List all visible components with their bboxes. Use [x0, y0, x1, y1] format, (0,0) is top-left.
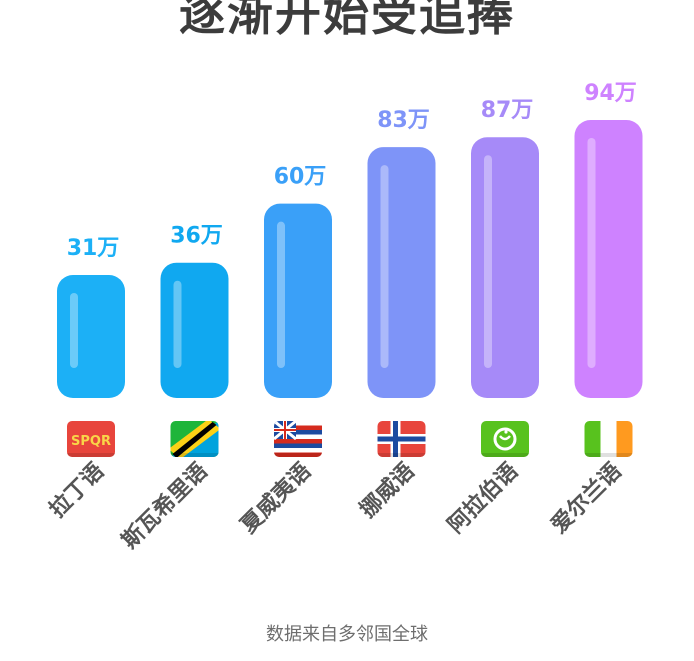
hawaii-flag-icon: [274, 421, 322, 457]
spqr-text: SPQR: [71, 434, 111, 449]
bar-4-value-label: 83万: [377, 108, 430, 133]
bar-5-阿拉伯语-bar: [471, 137, 539, 398]
bar-5-highlight: [484, 155, 492, 368]
bar-2-category-label: 斯瓦希里语: [117, 458, 213, 554]
tanzania-flag-icon: [170, 421, 219, 457]
norway-flag-icon: [377, 421, 426, 457]
bar-2-value-label: 36万: [170, 224, 223, 249]
bar-4-highlight: [380, 165, 389, 368]
bar-2-斯瓦希里语-bar: [160, 262, 229, 398]
bar-1-category-label: 拉丁语: [44, 458, 109, 523]
bar-6-category-label: 爱尔兰语: [546, 458, 627, 539]
bar-3-value-label: 60万: [274, 165, 327, 190]
bar-2-highlight: [173, 280, 182, 368]
source-note: 数据来自多邻国全球: [266, 624, 428, 645]
ireland-flag-icon: [584, 421, 633, 457]
arabic-badge-icon: [481, 421, 529, 457]
bar-6-value-label: 94万: [584, 81, 637, 106]
bar-6-highlight: [587, 138, 596, 368]
bar-3-highlight: [277, 221, 285, 368]
bar-1-拉丁语-bar: [57, 275, 125, 398]
spqr-icon: SPQR: [67, 421, 115, 457]
bar-4-category-label: 挪威语: [355, 458, 420, 523]
bar-1-highlight: [70, 293, 78, 368]
chart-title: 逐渐开始受追捧: [179, 0, 515, 41]
bar-6-爱尔兰语-bar: [574, 120, 643, 398]
bar-3-category-label: 夏威夷语: [236, 458, 317, 539]
bar-5-category-label: 阿拉伯语: [443, 458, 524, 539]
bar-3-夏威夷语-bar: [264, 203, 332, 398]
bar-4-挪威语-bar: [367, 147, 436, 398]
bar-5-value-label: 87万: [481, 98, 534, 123]
bar-1-value-label: 31万: [67, 236, 120, 261]
